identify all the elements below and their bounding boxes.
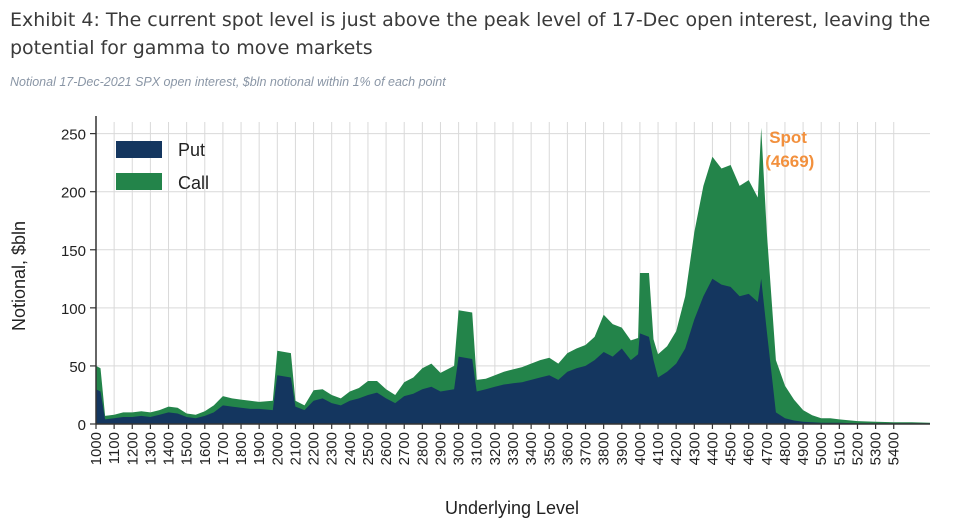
- y-tick-label: 150: [61, 243, 86, 260]
- y-tick-label: 200: [61, 185, 86, 202]
- x-tick-label: 3800: [596, 432, 613, 465]
- x-tick-label: 5400: [886, 432, 903, 465]
- x-tick-label: 1700: [215, 432, 232, 465]
- exhibit-subtitle: Notional 17-Dec-2021 SPX open interest, …: [10, 75, 446, 89]
- x-tick-label: 4400: [704, 432, 721, 465]
- x-tick-label: 1400: [161, 432, 178, 465]
- spot-annotation-value: (4669): [765, 152, 814, 171]
- x-tick-label: 2600: [378, 432, 395, 465]
- y-axis-title: Notional, $bln: [9, 221, 29, 331]
- x-tick-label: 1500: [179, 432, 196, 465]
- x-tick-label: 3400: [523, 432, 540, 465]
- x-tick-label: 2700: [396, 432, 413, 465]
- x-tick-label: 4100: [650, 432, 667, 465]
- x-tick-label: 1100: [106, 432, 123, 464]
- x-tick-label: 2800: [414, 432, 431, 465]
- put-area: [96, 278, 930, 424]
- legend-swatch-call: [116, 173, 162, 190]
- x-tick-label: 1600: [197, 432, 214, 465]
- y-tick-label: 250: [61, 127, 86, 144]
- x-tick-label: 5200: [850, 432, 867, 465]
- x-tick-label: 4300: [686, 432, 703, 465]
- x-tick-label: 3100: [469, 432, 486, 465]
- y-tick-label: 100: [61, 301, 86, 318]
- x-tick-label: 1200: [124, 432, 141, 465]
- spot-annotation-label: Spot: [769, 128, 807, 147]
- exhibit-title: Exhibit 4: The current spot level is jus…: [10, 9, 931, 59]
- legend-label-put: Put: [178, 140, 205, 160]
- legend-swatch-put: [116, 141, 162, 158]
- x-tick-label: 2300: [324, 432, 341, 465]
- x-tick-label: 1900: [251, 432, 268, 465]
- x-tick-label: 3000: [451, 432, 468, 465]
- x-tick-label: 3300: [505, 432, 522, 465]
- x-tick-label: 4900: [795, 432, 812, 465]
- x-tick-label: 4000: [632, 432, 649, 465]
- x-tick-label: 4200: [668, 432, 685, 465]
- x-tick-label: 5100: [831, 432, 848, 465]
- y-tick-label: 50: [69, 359, 86, 376]
- x-tick-label: 1300: [142, 432, 159, 465]
- x-tick-label: 2000: [269, 432, 286, 465]
- x-tick-label: 2500: [360, 432, 377, 465]
- x-tick-label: 2400: [342, 432, 359, 465]
- x-tick-label: 2100: [287, 432, 304, 465]
- x-tick-label: 3900: [614, 432, 631, 465]
- x-axis-title: Underlying Level: [445, 498, 579, 518]
- x-tick-label: 4600: [741, 432, 758, 465]
- x-tick-labels: 1000 1100 1200 1300 1400 1500 1600 1700 1800 1900…: [88, 424, 903, 465]
- y-tick-label: 0: [78, 417, 86, 434]
- y-tick-labels: 0 50 100 150 200 250: [61, 127, 96, 434]
- x-tick-label: 3700: [578, 432, 595, 465]
- x-tick-label: 2900: [433, 432, 450, 465]
- chart-legend: Put Call: [116, 140, 209, 193]
- x-tick-label: 5000: [813, 432, 830, 465]
- x-tick-label: 3600: [559, 432, 576, 465]
- x-tick-label: 4500: [723, 432, 740, 465]
- x-tick-label: 1000: [88, 432, 105, 465]
- x-tick-label: 2200: [306, 432, 323, 465]
- x-tick-label: 4700: [759, 432, 776, 465]
- x-tick-label: 4800: [777, 432, 794, 465]
- x-tick-label: 1800: [233, 432, 250, 465]
- x-tick-label: 5300: [868, 432, 885, 465]
- spot-annotation: Spot (4669): [765, 128, 814, 171]
- x-tick-label: 3500: [541, 432, 558, 465]
- legend-label-call: Call: [178, 173, 209, 193]
- chart-areas: [96, 127, 930, 425]
- x-tick-label: 3200: [487, 432, 504, 465]
